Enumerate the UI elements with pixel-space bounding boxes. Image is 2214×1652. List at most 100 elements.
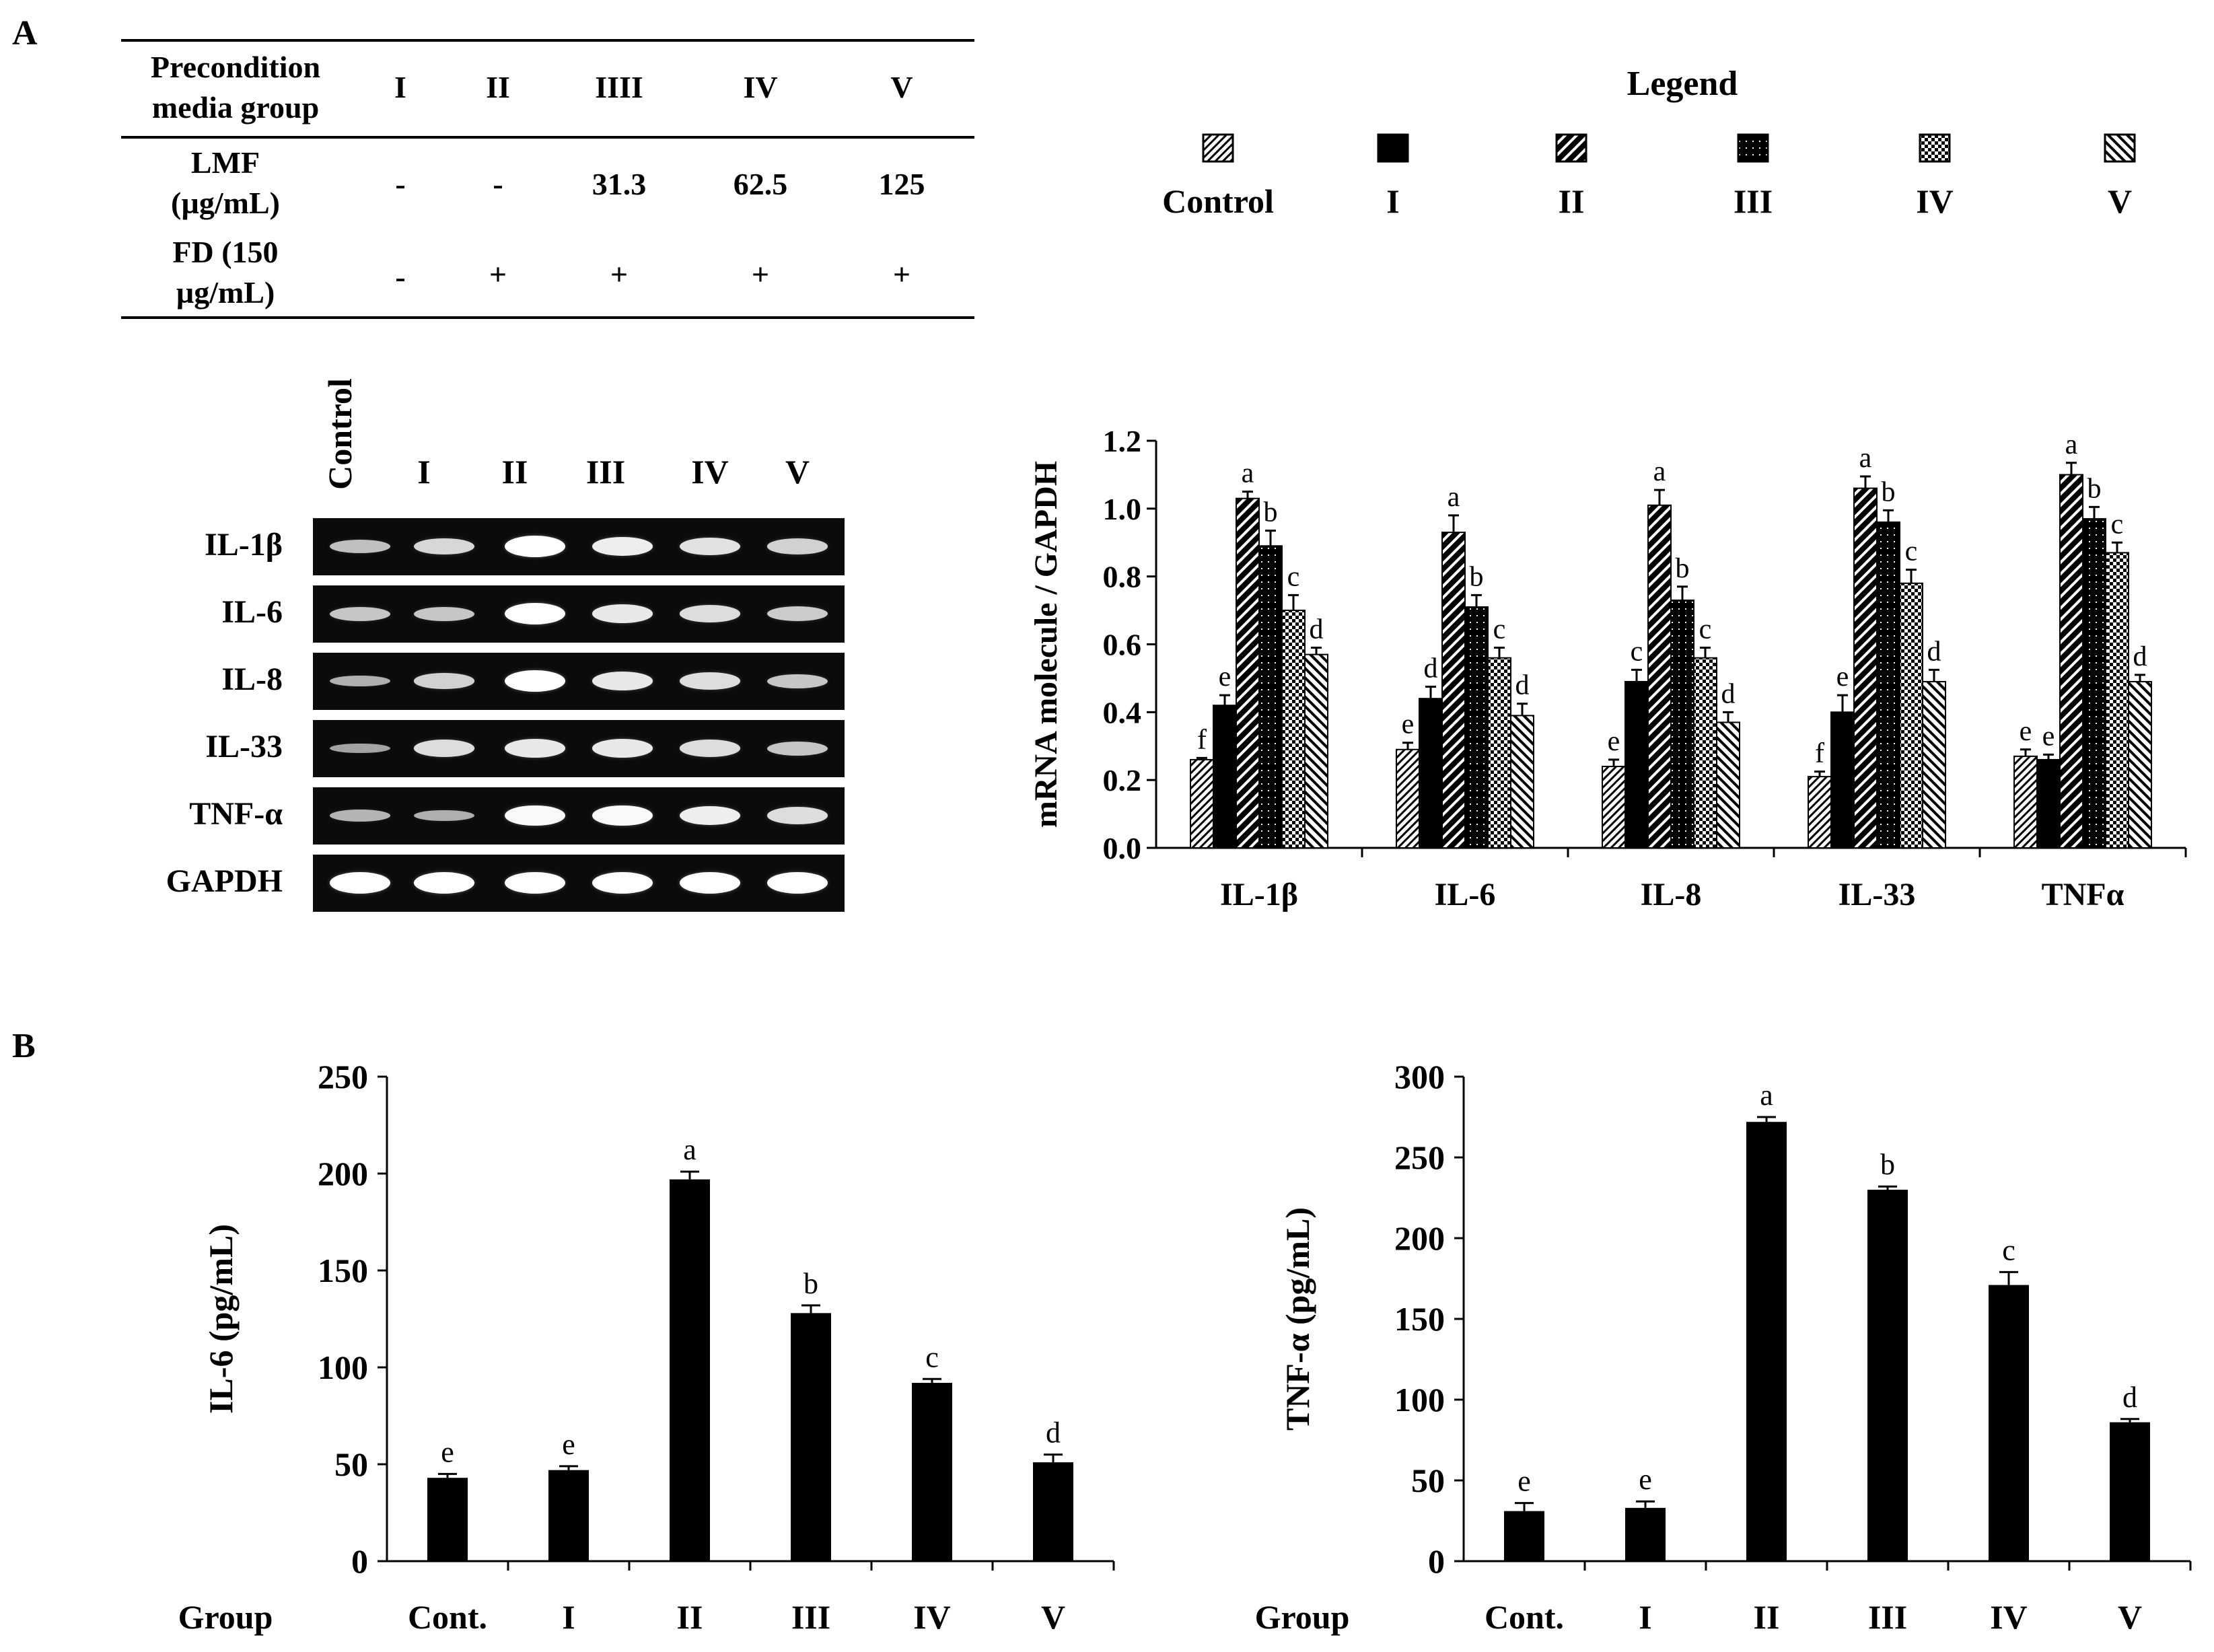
gel-strip — [313, 855, 845, 912]
significance-letter: a — [1760, 1079, 1773, 1112]
tnf-bar-chart: 0 50 100 150 200 250 300 TNF-α (pg/mL) Group Cont… — [1255, 1058, 2192, 1636]
y-axis-label: IL-6 (pg/mL) — [202, 1224, 240, 1414]
x-tick-label: V — [1041, 1598, 1065, 1636]
gel-band — [767, 807, 828, 824]
bar — [1670, 599, 1694, 849]
error-bar — [1814, 770, 1825, 777]
gel-strip — [313, 653, 845, 710]
bar — [1213, 705, 1237, 849]
significance-letter: c — [925, 1340, 939, 1373]
y-tick-label: 100 — [318, 1349, 368, 1386]
significance-letter: a — [2065, 429, 2078, 460]
bar — [1396, 748, 1420, 849]
y-tick-label: 0.4 — [1103, 695, 1142, 729]
x-axis-label: Group — [178, 1598, 273, 1636]
significance-letter: a — [1242, 458, 1254, 489]
significance-letter: e — [2042, 721, 2055, 752]
significance-letter: e — [1219, 661, 1231, 692]
bar — [1853, 487, 1878, 849]
error-bar — [2043, 753, 2054, 760]
error-bar — [2089, 505, 2100, 519]
error-bar — [1448, 514, 1459, 533]
bar — [1602, 766, 1626, 849]
error-bar — [923, 1377, 941, 1384]
bar — [548, 1470, 589, 1561]
y-tick-label: 0 — [351, 1542, 368, 1580]
gel-row-label: IL-1β — [205, 527, 283, 563]
error-bar — [1494, 647, 1505, 658]
x-tick-label: Cont. — [1485, 1598, 1564, 1636]
gel-band — [330, 606, 390, 621]
error-bar — [2120, 1418, 2139, 1423]
error-bar — [1288, 594, 1299, 611]
gel-lane-label: IV — [691, 453, 729, 491]
x-tick-label: Cont. — [408, 1598, 487, 1636]
legend-label: V — [2107, 182, 2133, 220]
table-cell: 31.3 — [592, 167, 647, 201]
gel-band — [592, 739, 653, 758]
gel-band — [414, 606, 474, 621]
table-header-col: V — [890, 70, 913, 104]
mrna-bar-chart: 0.0 0.2 0.4 0.6 0.8 1.0 1.2 mRNA molecule / GAP… — [1028, 424, 2187, 912]
significance-letter: b — [2087, 473, 2102, 504]
y-tick-label: 0.6 — [1103, 628, 1142, 662]
error-bar — [2135, 674, 2145, 682]
table-cell: 62.5 — [733, 167, 788, 201]
error-bar — [1517, 703, 1528, 716]
table-cell: 125 — [878, 167, 925, 201]
error-bar — [1242, 491, 1253, 499]
error-bar — [438, 1472, 457, 1478]
table-cell: + — [892, 257, 911, 291]
x-tick-label: II — [677, 1598, 703, 1636]
significance-letter: d — [1721, 678, 1736, 709]
bar — [1808, 776, 1832, 849]
x-tick-label: III — [1868, 1598, 1907, 1636]
y-tick-label: 1.0 — [1103, 492, 1142, 526]
significance-letter: f — [1197, 724, 1207, 755]
error-bar — [1757, 1116, 1776, 1122]
bar — [1989, 1285, 2029, 1561]
table-row-label-fd: FD (150 µg/mL) — [172, 235, 279, 310]
table-cell: - — [395, 260, 406, 294]
gel-band — [330, 675, 390, 687]
y-tick-label: 250 — [318, 1058, 368, 1096]
x-tick-label: IV — [1990, 1598, 2028, 1636]
y-tick-label: 150 — [318, 1252, 368, 1289]
gel-band — [680, 740, 740, 757]
x-tick-label: IL-6 — [1435, 877, 1496, 912]
error-bar — [1197, 756, 1207, 760]
error-bar — [1311, 647, 1322, 655]
bar — [2036, 758, 2061, 849]
table-cell: - — [493, 167, 503, 201]
bar — [1922, 680, 1946, 849]
significance-letter: c — [1905, 536, 1918, 567]
gel-strip — [313, 787, 845, 845]
bar — [427, 1478, 468, 1561]
significance-letter: b — [1880, 1148, 1895, 1181]
legend-swatch — [1737, 133, 1769, 163]
y-tick-label: 0.0 — [1103, 831, 1142, 865]
gel-band — [414, 810, 474, 822]
legend-label: Control — [1162, 182, 1274, 220]
gel-band — [330, 743, 390, 754]
table-mid-rule — [121, 136, 974, 139]
error-bar — [1044, 1453, 1063, 1463]
x-tick-label: IL-8 — [1641, 877, 1702, 912]
error-bar — [559, 1465, 578, 1470]
legend-swatch — [2104, 133, 2136, 163]
legend-label: II — [1558, 182, 1585, 220]
bar — [1441, 532, 1466, 849]
gel-band — [592, 536, 653, 556]
x-tick-label: III — [791, 1598, 830, 1636]
gel-band — [680, 872, 740, 894]
gel-band — [330, 872, 390, 894]
gel-band — [414, 538, 474, 555]
bar — [670, 1179, 710, 1561]
significance-letter: e — [2020, 716, 2032, 747]
error-bar — [1402, 742, 1413, 750]
y-tick-label: 0.2 — [1103, 763, 1142, 797]
y-tick-label: 300 — [1394, 1058, 1445, 1096]
x-tick-label: TNFα — [2042, 877, 2124, 912]
significance-letter: a — [1859, 443, 1872, 474]
bar — [1625, 1507, 1666, 1561]
